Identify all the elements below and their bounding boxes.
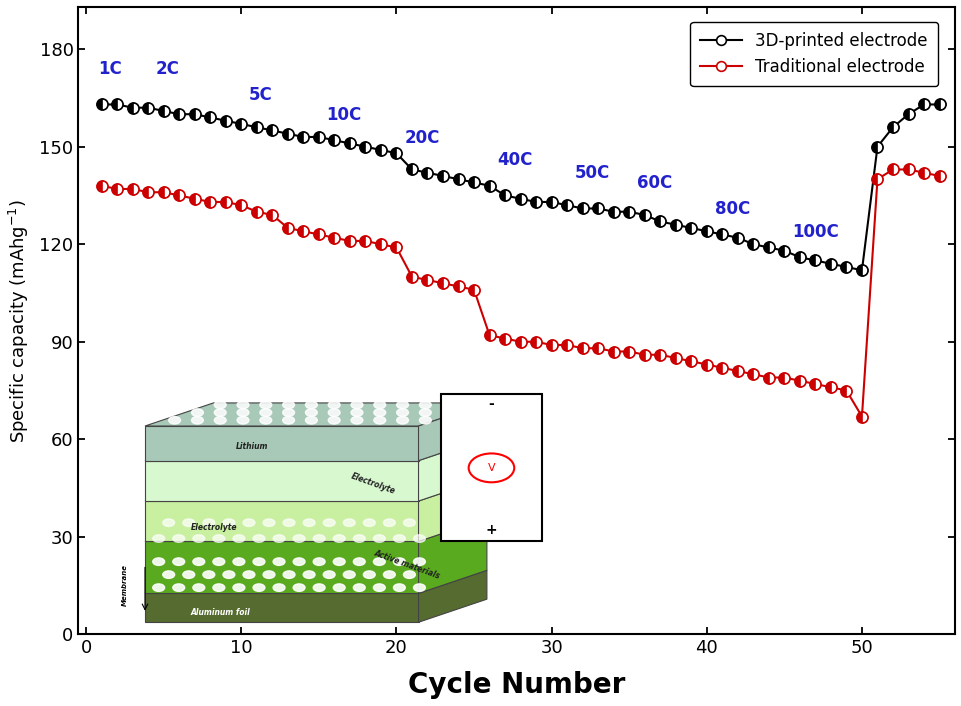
Text: 5C: 5C <box>249 86 273 104</box>
Text: 60C: 60C <box>636 174 672 192</box>
Text: 1C: 1C <box>98 61 122 78</box>
Text: 2C: 2C <box>869 61 893 78</box>
Text: 20C: 20C <box>404 128 439 147</box>
Legend: 3D-printed electrode, Traditional electrode: 3D-printed electrode, Traditional electr… <box>690 22 937 86</box>
Y-axis label: Specific capacity (mAhg$^{-1}$): Specific capacity (mAhg$^{-1}$) <box>7 198 31 443</box>
Text: 80C: 80C <box>714 201 749 218</box>
Text: 10C: 10C <box>327 106 361 124</box>
Text: 50C: 50C <box>575 164 609 182</box>
Text: 40C: 40C <box>497 152 532 169</box>
Text: 2C: 2C <box>156 61 180 78</box>
X-axis label: Cycle Number: Cycle Number <box>407 671 625 699</box>
Text: 100C: 100C <box>791 223 838 241</box>
